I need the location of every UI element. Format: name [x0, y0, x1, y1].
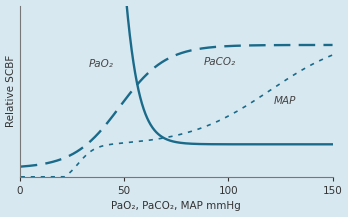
- X-axis label: PaO₂, PaCO₂, MAP mmHg: PaO₂, PaCO₂, MAP mmHg: [111, 201, 241, 211]
- Text: MAP: MAP: [274, 97, 296, 107]
- Text: PaO₂: PaO₂: [88, 59, 113, 69]
- Text: PaCO₂: PaCO₂: [203, 57, 235, 67]
- Y-axis label: Relative SCBF: Relative SCBF: [6, 55, 16, 127]
